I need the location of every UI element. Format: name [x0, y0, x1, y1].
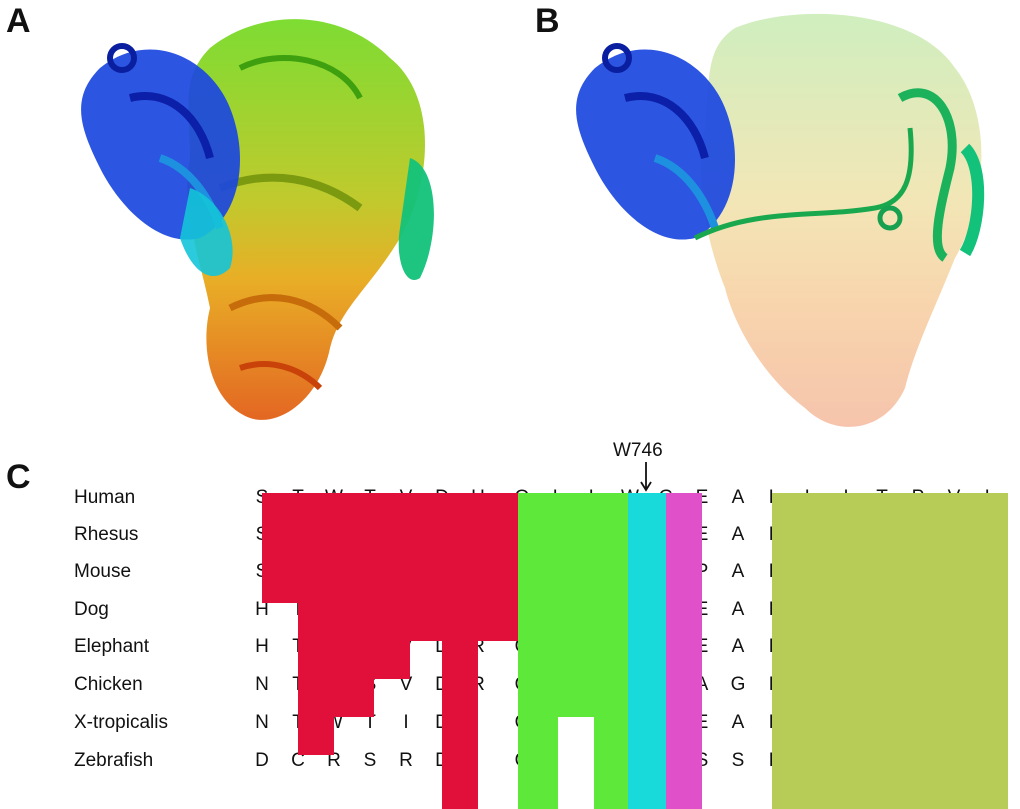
residue: R: [399, 750, 413, 771]
ribbon-domain-blue: [576, 43, 735, 240]
residue: T: [364, 712, 376, 733]
panel-label-a: A: [6, 2, 31, 40]
conservation-block-olive: [772, 493, 1008, 809]
protein-sphere-ribbon-structure: [576, 13, 985, 427]
species-label: Dog: [74, 599, 109, 620]
protein-ribbon-structure: [81, 19, 434, 420]
conservation-block-red: [262, 493, 518, 603]
ribbon-domain-green: [693, 88, 985, 262]
conservation-block-red: [298, 641, 410, 679]
annotation-label: W746: [613, 440, 663, 461]
down-arrow-icon: [640, 462, 652, 492]
conservation-block-red: [442, 603, 478, 809]
residue: A: [731, 712, 745, 733]
conservation-block-red: [298, 603, 518, 641]
conservation-block-red: [298, 679, 374, 717]
residue: T: [280, 592, 316, 628]
residue: A: [731, 636, 745, 657]
residue: H: [255, 636, 269, 657]
conservation-block-cyan: [628, 493, 666, 809]
residue: A: [731, 561, 745, 582]
residue: H: [255, 599, 269, 620]
ribbon-domain-blue: [81, 43, 240, 240]
residue: A: [731, 599, 745, 620]
conservation-block-red: [298, 717, 334, 755]
residue: G: [730, 674, 746, 695]
residue: D: [255, 750, 269, 771]
species-label: Rhesus: [74, 524, 139, 545]
panel-label-b: B: [535, 2, 560, 40]
residue: I: [403, 712, 409, 733]
sphere-surface: [701, 13, 982, 427]
residue: V: [399, 674, 413, 695]
residue: C: [291, 750, 305, 771]
unconserved-block: [558, 717, 594, 809]
residue: T: [280, 667, 316, 703]
residue: T: [280, 629, 316, 665]
conservation-block-magenta: [666, 493, 702, 809]
species-label: Chicken: [74, 674, 143, 695]
species-label: Human: [74, 487, 136, 508]
residue: N: [255, 674, 269, 695]
residue: R: [327, 750, 341, 771]
residue: T: [280, 705, 316, 741]
species-label: Mouse: [74, 561, 132, 582]
species-label: Zebrafish: [74, 750, 154, 771]
species-label: X-tropicalis: [74, 712, 168, 733]
species-label: Elephant: [74, 636, 150, 657]
residue: S: [363, 750, 377, 771]
residue: A: [731, 487, 745, 508]
panel-label-c: C: [6, 458, 31, 496]
residue: A: [731, 524, 745, 545]
residue: S: [731, 750, 745, 771]
residue: N: [255, 712, 269, 733]
ribbon-domain-cyan: [180, 158, 434, 280]
